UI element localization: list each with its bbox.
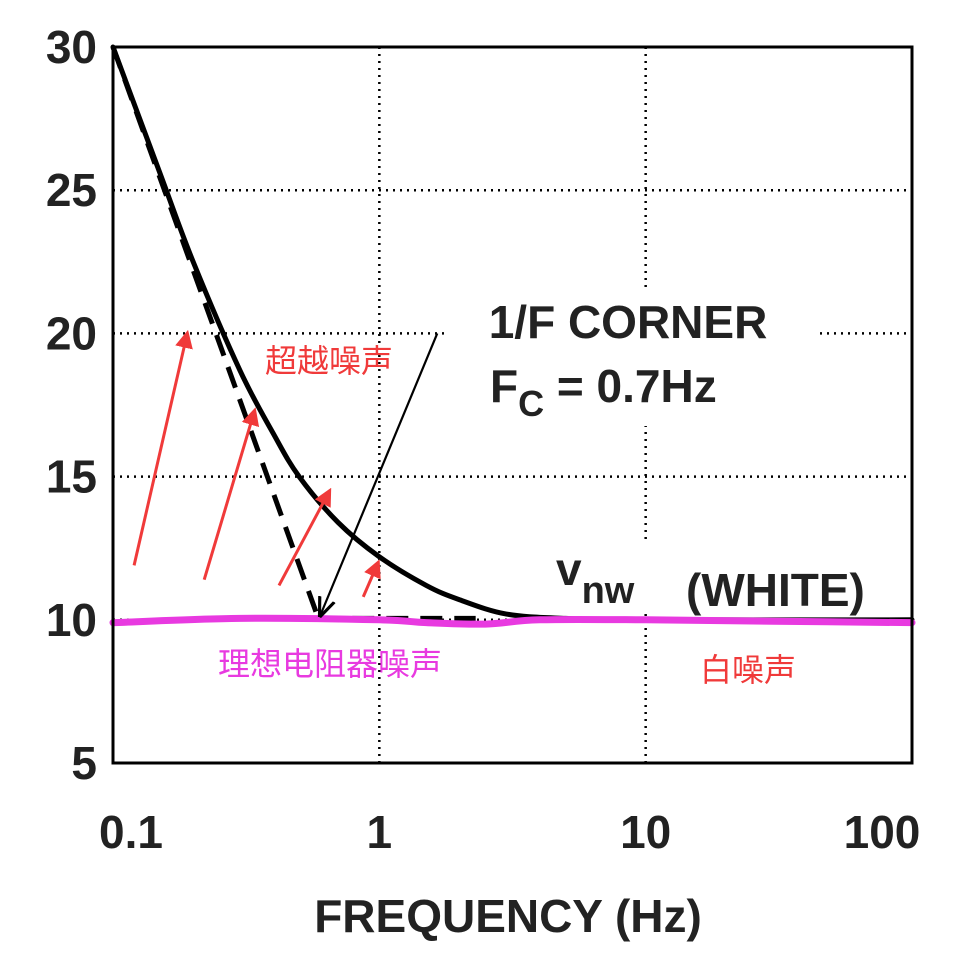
y-tick-label-20: 20 [46,307,97,359]
plot-series [109,44,916,628]
x-tick-label-10: 10 [620,806,671,858]
corner-frequency: FC = 0.7Hz [490,360,717,424]
white-noise-label: 白噪声 [700,651,796,689]
vnw-subscript: nw [582,570,635,612]
y-tick-label-5: 5 [71,737,97,789]
white-label: (WHITE) [686,564,865,616]
x-axis-title: FREQUENCY (Hz) [314,890,702,942]
grid-lines [113,47,912,763]
x-tick-label-1: 1 [367,806,393,858]
series-ideal-resistor-noise [109,614,916,628]
corner-pointer-arrow [320,332,439,615]
white-annotation-backdrop [548,540,878,612]
x-tick-label-0.1: 0.1 [99,806,163,858]
excess-noise-arrow-4 [361,559,381,598]
corner-fc-value: = 0.7Hz [544,360,717,412]
excess-noise-arrow-3 [277,487,332,587]
corner-annotation-backdrop [448,292,818,426]
y-tick-label-10: 10 [46,594,97,646]
corner-fc-subscript: C [518,383,544,424]
y-tick-label-30: 30 [46,21,97,73]
y-tick-label-15: 15 [46,451,97,503]
corner-fc-symbol: F [490,360,518,412]
excess-noise-arrow-2 [202,407,260,581]
tick-labels: 5 10 15 20 25 30 0.1 1 10 100 [46,21,921,858]
x-tick-label-100: 100 [844,806,921,858]
excess-noise-label: 超越噪声 [265,342,393,380]
excess-noise-arrow-1 [132,329,193,566]
plot-frame [111,45,914,765]
vnw-symbol: v [556,543,582,595]
y-tick-label-25: 25 [46,164,97,216]
annotation-arrows [132,329,439,615]
ideal-resistor-noise-label: 理想电阻器噪声 [218,645,442,683]
vnw-label: vnw [556,543,635,612]
corner-title: 1/F CORNER [489,296,768,348]
